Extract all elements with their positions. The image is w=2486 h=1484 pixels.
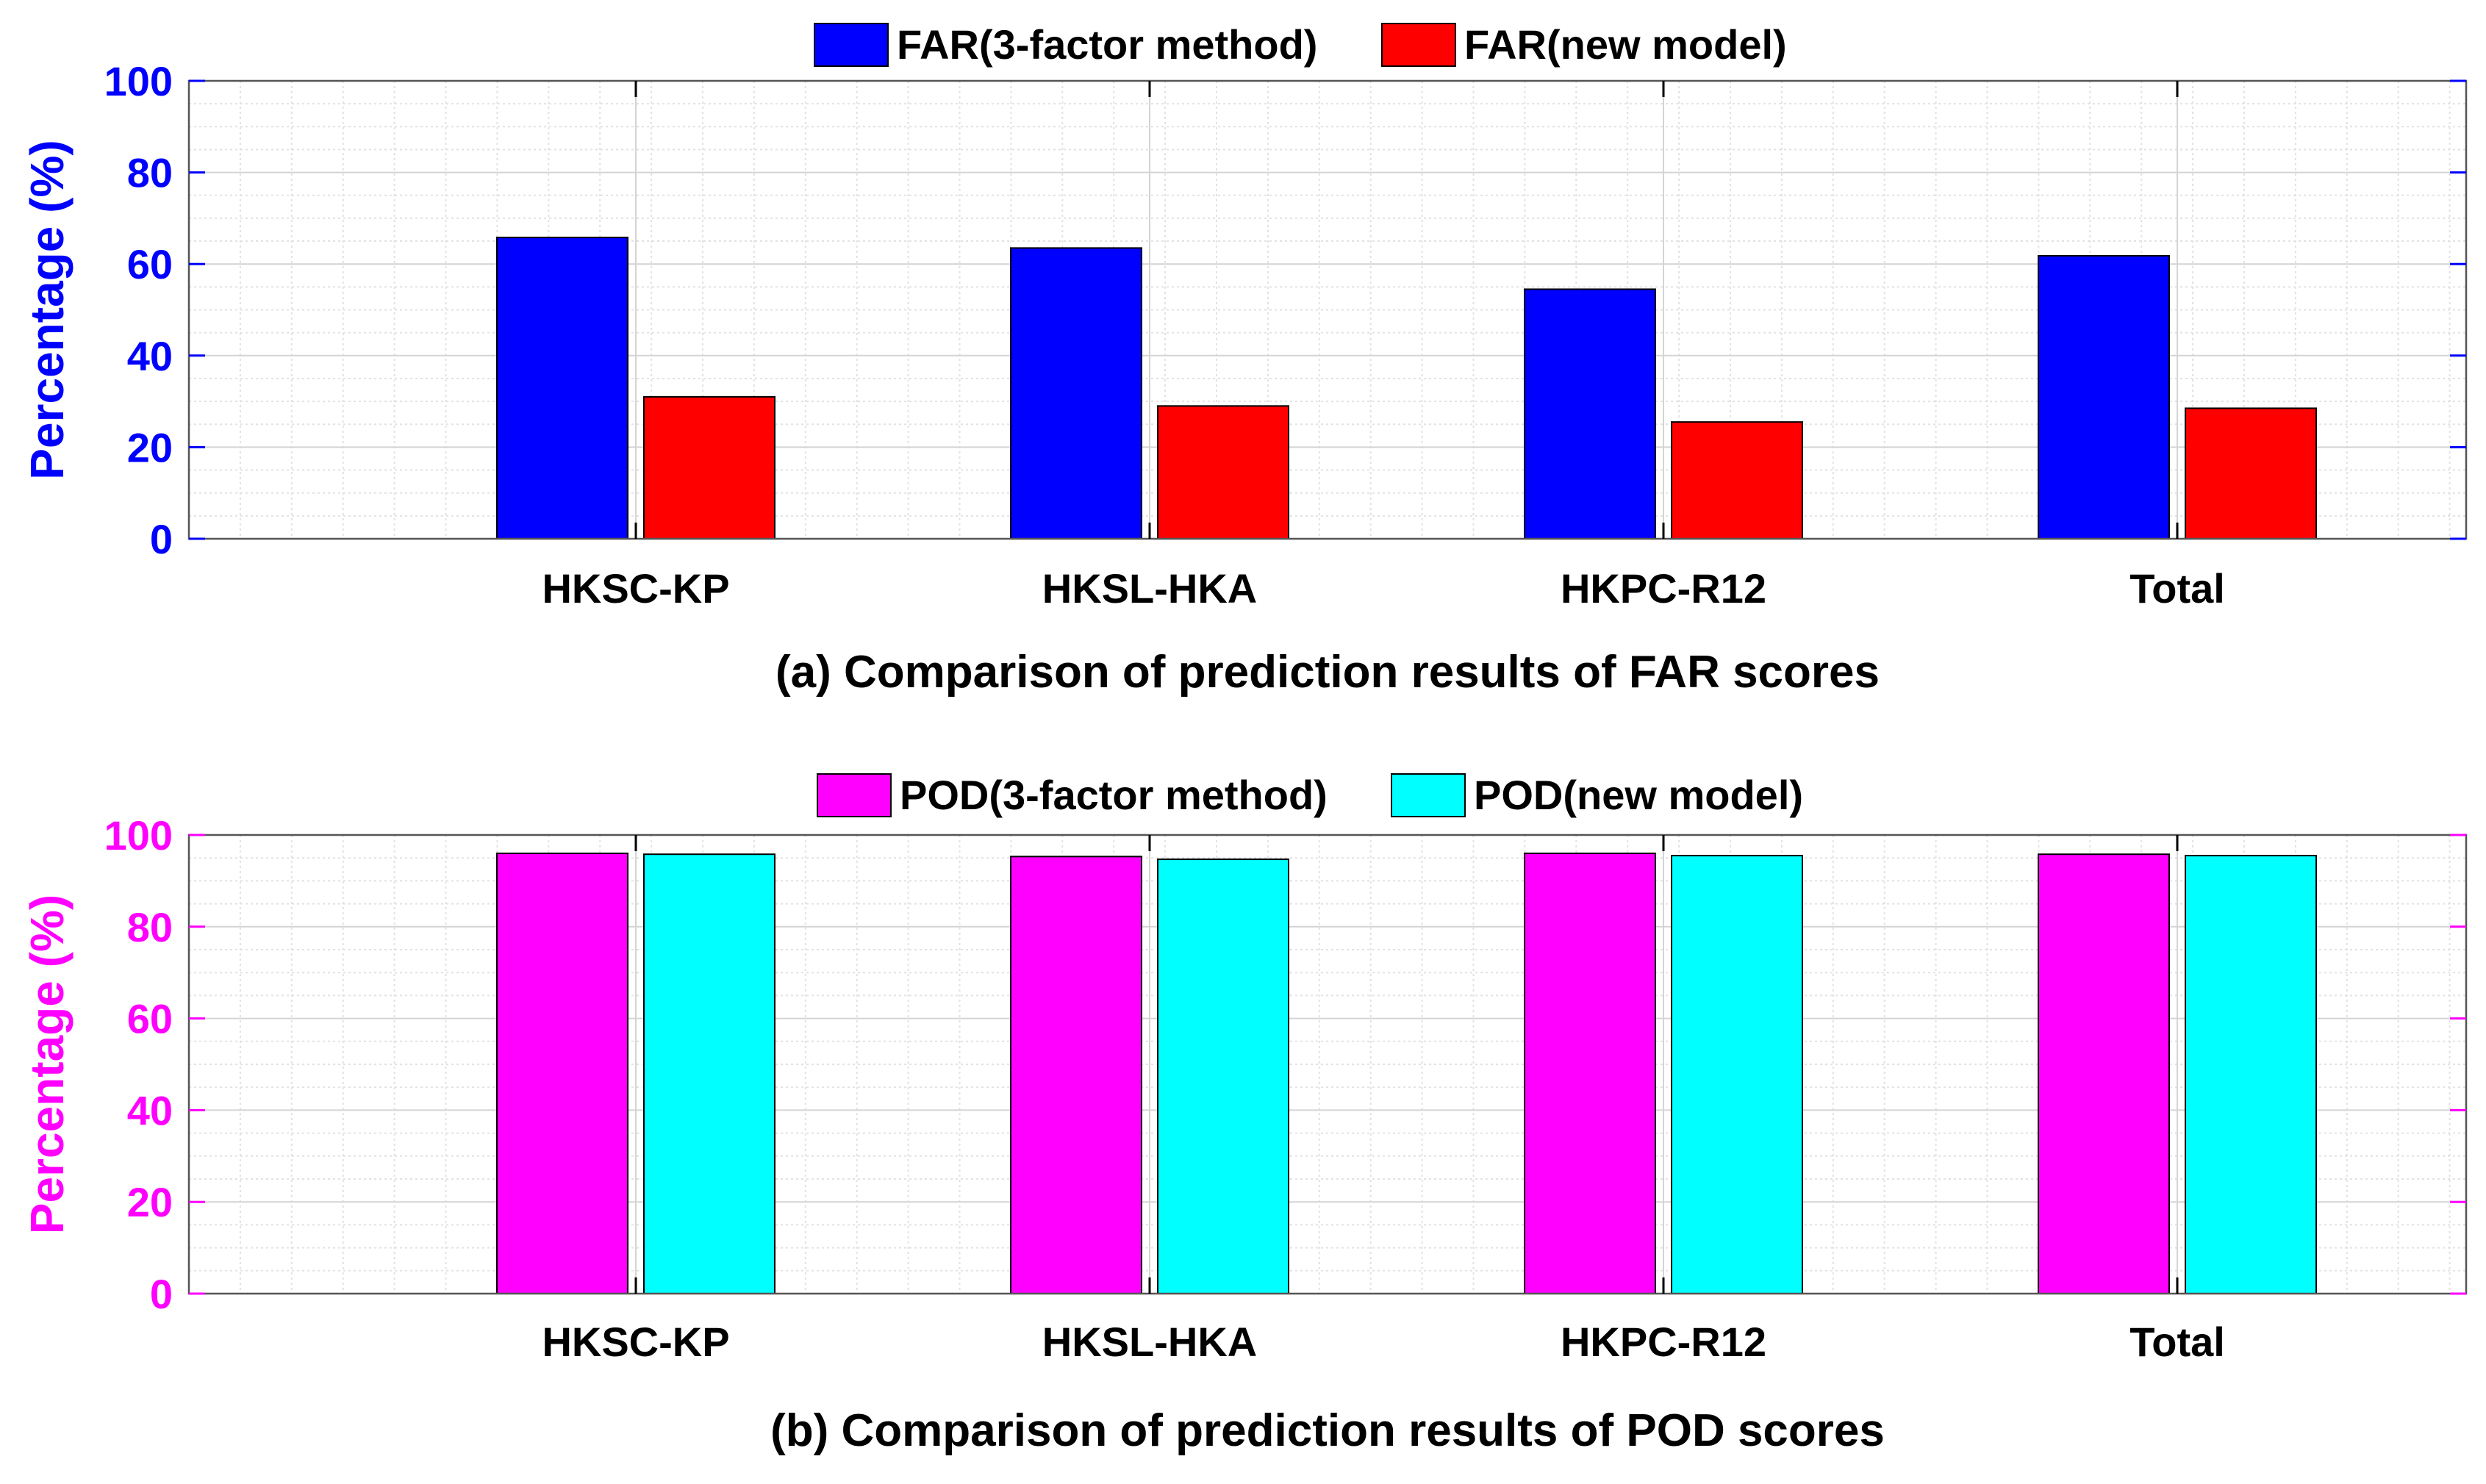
pod-bar-s0-1: [1010, 856, 1142, 1294]
far-legend-label-1: FAR(new model): [1464, 21, 1787, 68]
pod-y-tick-label: 80: [127, 904, 173, 950]
far-y-tick-label: 0: [150, 516, 173, 562]
pod-y-tick-label: 0: [150, 1271, 173, 1317]
pod-bars: [496, 852, 2317, 1294]
far-bar-s1-3: [2185, 407, 2317, 540]
far-legend-label-0: FAR(3-factor method): [897, 21, 1317, 68]
pod-bar-s0-2: [1524, 852, 1656, 1294]
far-bar-s0-1: [1010, 247, 1142, 540]
far-y-tick-label: 100: [104, 58, 173, 104]
pod-y-tick-label: 60: [127, 996, 173, 1042]
pod-bar-s1-1: [1157, 859, 1289, 1294]
pod-bar-s1-0: [643, 853, 775, 1294]
pod-legend: POD(3-factor method) POD(new model): [817, 772, 1803, 818]
far-legend-swatch-0: [814, 23, 889, 67]
far-y-tick-label: 60: [127, 241, 173, 287]
far-chart: 0 20 40 60 80 100 HKSC-KP HKSL-HKA HKPC-R12 Total…: [21, 21, 2468, 698]
pod-category-label: Total: [2129, 1319, 2225, 1365]
pod-legend-swatch-1: [1391, 773, 1466, 817]
far-bar-s0-0: [496, 237, 628, 540]
pod-bar-s0-0: [496, 852, 628, 1294]
pod-legend-label-0: POD(3-factor method): [900, 772, 1328, 818]
far-bar-s0-2: [1524, 288, 1656, 540]
far-y-tick-label: 20: [127, 424, 173, 470]
far-legend-swatch-1: [1381, 23, 1456, 67]
pod-y-ticks: 0 20 40 60 80 100: [104, 812, 2466, 1317]
far-axes-box: [187, 79, 2468, 540]
pod-y-tick-label: 20: [127, 1179, 173, 1225]
far-y-ticks: 0 20 40 60 80 100: [104, 58, 2466, 562]
far-caption: (a) Comparison of prediction results of …: [775, 647, 1880, 698]
far-category-label: HKSC-KP: [542, 565, 729, 612]
pod-y-axis-label: Percentage (%): [21, 895, 74, 1234]
pod-axes-box: [187, 834, 2468, 1295]
pod-bar-s1-3: [2185, 855, 2317, 1294]
far-bars: [496, 237, 2317, 540]
far-category-label: Total: [2129, 565, 2225, 612]
pod-legend-swatch-0: [817, 773, 892, 817]
pod-category-label: HKSC-KP: [542, 1319, 729, 1365]
pod-category-label: HKSL-HKA: [1042, 1319, 1257, 1365]
far-y-tick-label: 80: [127, 150, 173, 196]
far-bar-s0-3: [2038, 254, 2170, 540]
far-bar-s1-1: [1157, 405, 1289, 540]
far-legend: FAR(3-factor method) FAR(new model): [814, 21, 1787, 68]
far-x-ticks: HKSC-KP HKSL-HKA HKPC-R12 Total: [542, 81, 2225, 612]
pod-x-ticks: HKSC-KP HKSL-HKA HKPC-R12 Total: [542, 835, 2225, 1365]
pod-chart: 0 20 40 60 80 100 HKSC-KP HKSL-HKA HKPC-R12 Total…: [21, 772, 2468, 1456]
pod-bar-s1-2: [1671, 855, 1803, 1294]
far-category-label: HKSL-HKA: [1042, 565, 1257, 612]
far-y-tick-label: 40: [127, 333, 173, 379]
far-y-axis-label: Percentage (%): [21, 140, 74, 479]
pod-legend-label-1: POD(new model): [1474, 772, 1803, 818]
far-bar-s1-2: [1671, 421, 1803, 540]
far-bar-s1-0: [643, 395, 775, 540]
pod-y-tick-label: 100: [104, 812, 173, 859]
pod-bar-s0-3: [2038, 853, 2170, 1294]
pod-category-label: HKPC-R12: [1561, 1319, 1766, 1365]
pod-y-tick-label: 40: [127, 1087, 173, 1133]
far-category-label: HKPC-R12: [1561, 565, 1766, 612]
pod-caption: (b) Comparison of prediction results of …: [770, 1405, 1885, 1456]
